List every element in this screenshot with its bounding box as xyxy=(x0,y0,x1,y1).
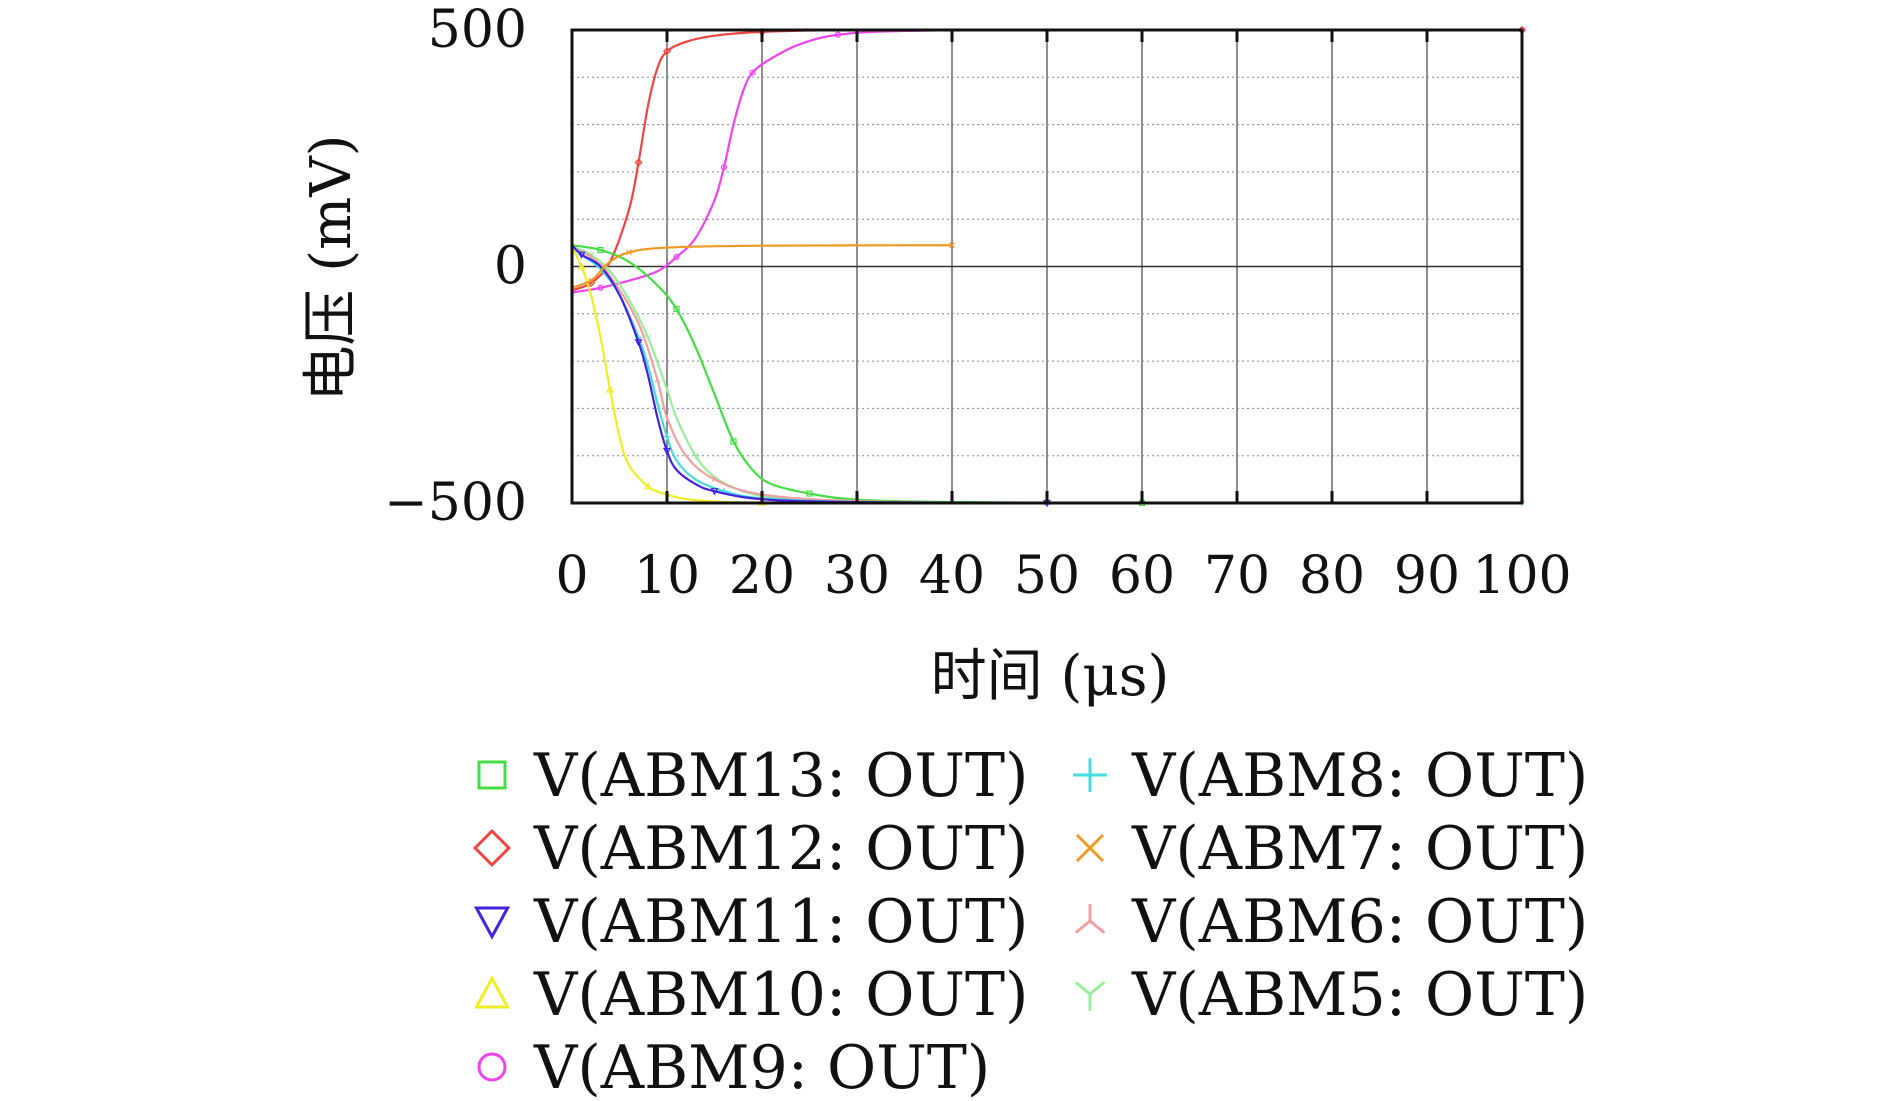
legend-entry: V(ABM6: OUT) xyxy=(1074,887,1588,957)
y-tick-label: 500 xyxy=(428,0,527,60)
series-marker xyxy=(473,975,511,1009)
x-tick-label: 40 xyxy=(919,546,985,606)
series-marker xyxy=(597,284,604,291)
series-marker xyxy=(662,447,672,456)
y-tick-labels: 500 0 −500 xyxy=(384,0,527,533)
legend-entry: V(ABM13: OUT) xyxy=(477,741,1028,811)
series-marker xyxy=(711,476,718,483)
series-marker xyxy=(472,828,512,868)
series-marker xyxy=(710,488,719,496)
x-tick-label: 80 xyxy=(1299,546,1365,606)
legend-label: V(ABM5: OUT) xyxy=(1131,960,1588,1030)
x-tick-label: 30 xyxy=(824,546,890,606)
x-tick-label: 20 xyxy=(729,546,795,606)
series-marker xyxy=(634,339,643,347)
legend-label: V(ABM9: OUT) xyxy=(533,1033,990,1101)
y-tick-label: −500 xyxy=(384,473,527,533)
series-marker xyxy=(1073,758,1107,792)
legend-entry: V(ABM11: OUT) xyxy=(473,887,1028,957)
legend-label: V(ABM12: OUT) xyxy=(533,814,1028,884)
x-tick-label: 100 xyxy=(1472,546,1571,606)
series-marker xyxy=(626,249,632,256)
x-tick-label: 90 xyxy=(1394,546,1460,606)
series-marker xyxy=(473,906,511,940)
series-marker xyxy=(730,438,737,445)
series-marker xyxy=(577,251,586,259)
series-marker xyxy=(1075,833,1105,863)
series-marker xyxy=(749,69,756,76)
series-marker xyxy=(643,482,653,490)
series-marker xyxy=(663,433,671,441)
series-marker xyxy=(477,760,507,790)
legend-entry: V(ABM7: OUT) xyxy=(1075,814,1588,884)
x-tick-label: 10 xyxy=(634,546,700,606)
legend-entry: V(ABM9: OUT) xyxy=(477,1033,990,1101)
x-axis-label: 时间 (μs) xyxy=(931,644,1170,709)
series-marker xyxy=(949,242,955,249)
series-marker xyxy=(644,334,652,341)
tick-marks xyxy=(570,30,1524,503)
x-tick-label: 70 xyxy=(1204,546,1270,606)
x-tick-labels: 0 10 20 30 40 50 60 70 80 90 100 xyxy=(555,546,1571,606)
series-marker xyxy=(588,277,594,284)
series-marker xyxy=(720,164,728,171)
series-marker xyxy=(1074,981,1106,1011)
legend-label: V(ABM8: OUT) xyxy=(1131,741,1588,811)
series-marker xyxy=(654,376,661,383)
legend-entry: V(ABM5: OUT) xyxy=(1074,960,1588,1030)
legend-label: V(ABM11: OUT) xyxy=(533,887,1028,957)
x-tick-label: 50 xyxy=(1014,546,1080,606)
series-marker xyxy=(634,158,643,167)
x-tick-label: 0 xyxy=(555,546,588,606)
series-marker xyxy=(834,31,842,38)
series-v-abm7-out xyxy=(571,242,955,289)
legend-label: V(ABM6: OUT) xyxy=(1131,887,1588,957)
y-tick-label: 0 xyxy=(494,237,527,297)
legend-label: V(ABM10: OUT) xyxy=(533,960,1028,1030)
series-marker xyxy=(806,490,813,497)
legend-entry: V(ABM10: OUT) xyxy=(473,960,1028,1030)
legend-entry: V(ABM12: OUT) xyxy=(472,814,1028,884)
series-marker xyxy=(673,253,680,261)
series-marker xyxy=(605,385,615,393)
legend-entry: V(ABM8: OUT) xyxy=(1073,741,1588,811)
series-marker xyxy=(662,47,672,56)
y-axis-label: 电压 (mV) xyxy=(299,134,364,401)
legend-label: V(ABM7: OUT) xyxy=(1131,814,1588,884)
legend: V(ABM13: OUT)V(ABM12: OUT)V(ABM11: OUT)V… xyxy=(472,741,1588,1101)
series-marker xyxy=(477,1052,507,1082)
series-marker xyxy=(597,246,604,254)
grid-lines xyxy=(572,30,1522,503)
series-marker xyxy=(673,305,680,313)
series-marker xyxy=(692,452,699,459)
series-marker xyxy=(577,262,586,270)
legend-label: V(ABM13: OUT) xyxy=(533,741,1028,811)
x-tick-label: 60 xyxy=(1109,546,1175,606)
series-marker xyxy=(1074,904,1106,934)
